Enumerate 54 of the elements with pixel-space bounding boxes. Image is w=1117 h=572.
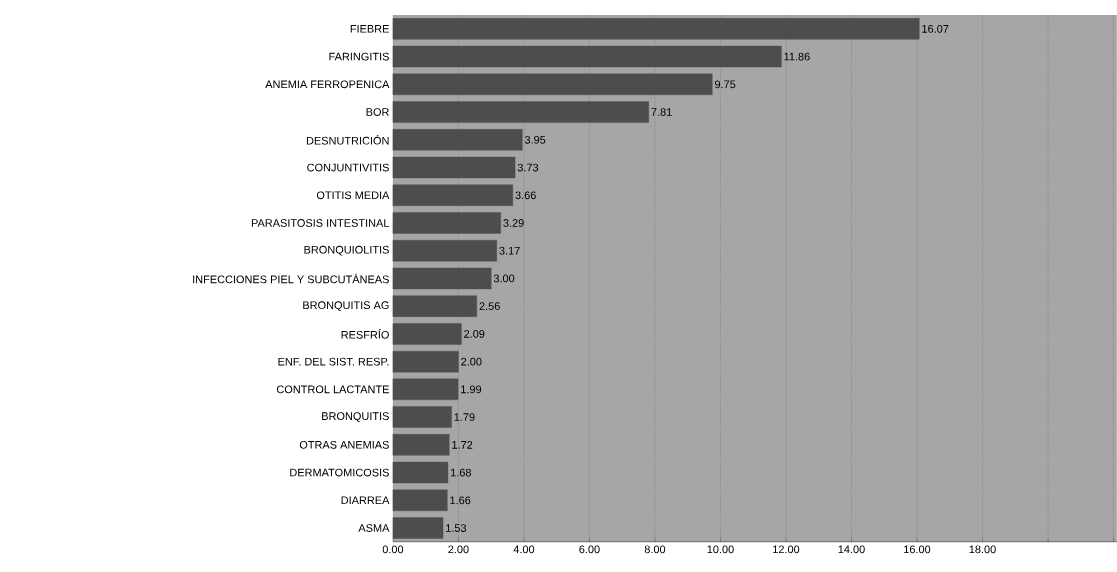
y-tick-label: FIEBRE [350, 25, 389, 33]
y-tick-label: DESNUTRICIÓN [306, 135, 389, 145]
data-label: 2.56 [479, 302, 500, 311]
data-label: 1.79 [454, 413, 475, 422]
x-tick-label: 10.00 [707, 545, 734, 554]
y-tick-label: DIARREA [341, 496, 390, 505]
data-label: 3.95 [524, 135, 546, 144]
data-label: 1.68 [450, 468, 471, 477]
bar [392, 517, 444, 539]
bar [392, 101, 649, 123]
data-label: 16.07 [922, 25, 949, 33]
x-tick-label: 0.00 [382, 545, 404, 554]
data-label: 3.66 [515, 191, 536, 200]
x-tick-label: 6.00 [579, 545, 600, 554]
y-tick-label: DERMATOMICOSIS [290, 468, 389, 477]
y-tick-label: BOR [366, 108, 389, 116]
data-label: 9.75 [714, 80, 736, 89]
x-tick-label: 14.00 [838, 545, 865, 554]
bar [392, 489, 448, 512]
y-tick-label: RESFRÍO [341, 329, 389, 339]
y-tick-label: BRONQUITIS [322, 412, 389, 423]
x-tick-label: 2.00 [448, 545, 469, 554]
bar [392, 461, 449, 484]
y-tick-label: ENF. DEL SIST. RESP. [278, 357, 389, 366]
y-tick-label: CONTROL LACTANTE [276, 385, 389, 394]
bar [392, 295, 477, 317]
data-label: 1.66 [450, 496, 471, 505]
y-tick-label: OTITIS MEDIA [316, 191, 390, 200]
data-label: 3.29 [503, 219, 524, 227]
y-tick-label: INFECCIONES PIEL Y SUBCUTÁNEAS [193, 273, 389, 284]
y-tick-label: BRONQUIOLITIS [304, 245, 389, 256]
y-tick-label: BRONQUITIS AG [303, 301, 389, 312]
x-tick-label: 12.00 [773, 545, 800, 554]
bar [392, 323, 462, 345]
x-tick-label: 8.00 [644, 545, 666, 554]
data-label: 1.99 [461, 385, 482, 394]
data-label: 3.17 [499, 246, 520, 255]
y-tick-label: OTRAS ANEMIAS [299, 441, 389, 449]
data-label: 2.09 [464, 330, 485, 338]
data-label: 1.72 [452, 441, 473, 449]
x-tick-label: 18.00 [969, 545, 996, 554]
data-label: 2.00 [461, 357, 482, 366]
data-label: 3.00 [493, 274, 515, 283]
data-label: 7.81 [651, 108, 672, 116]
x-tick-label: 4.00 [513, 545, 535, 554]
y-tick-label: PARASITOSIS INTESTINAL [251, 219, 390, 227]
y-tick-label: ASMA [358, 524, 390, 532]
y-tick-label: ANEMIA FERROPENICA [265, 80, 390, 89]
data-label: 1.53 [446, 524, 467, 532]
data-label: 3.73 [517, 163, 539, 172]
x-tick-label: 16.00 [904, 545, 931, 554]
y-tick-label: FARINGITIS [329, 52, 389, 61]
data-label: 11.86 [784, 52, 810, 61]
y-tick-label: CONJUNTIVITIS [307, 163, 389, 172]
